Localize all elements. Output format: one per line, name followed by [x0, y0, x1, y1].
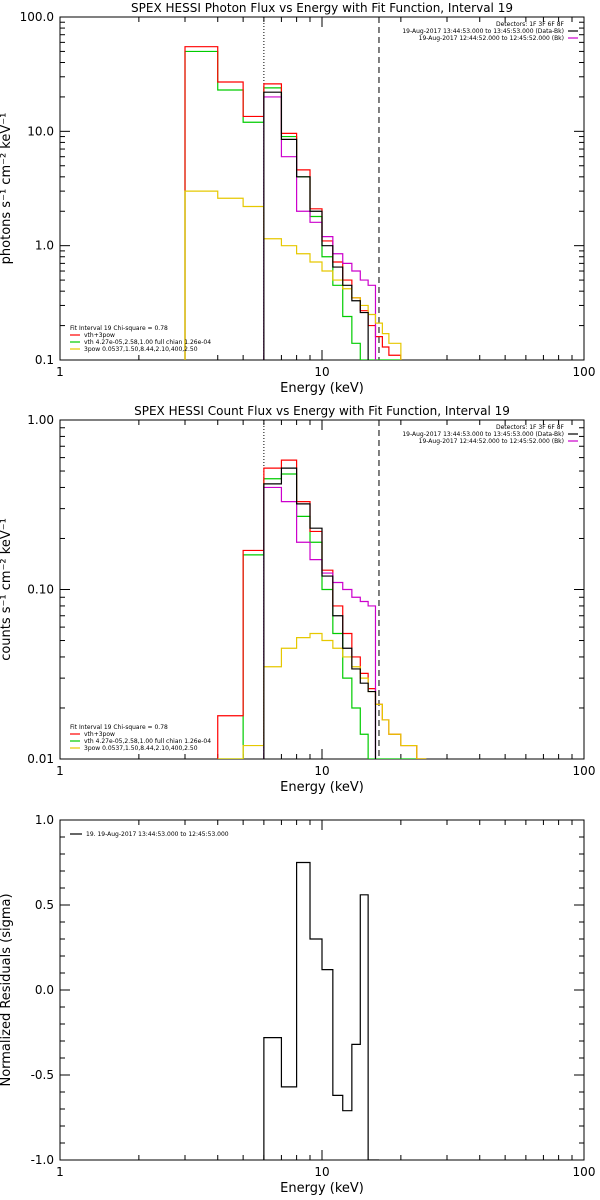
x-tick-label: 1	[56, 764, 64, 778]
series-group	[217, 459, 427, 759]
fit-legend-text: Fit Interval 19 Chi-square = 0.78	[70, 724, 168, 731]
y-tick-label: 0.01	[27, 752, 54, 766]
fit-legend-text: vth+3pow	[84, 731, 115, 738]
fit-legend-text: vth 4.27e-05,2.58,1.00 full chian 1.26e-…	[84, 738, 211, 745]
y-tick-label: 0.5	[35, 898, 54, 912]
fit-legend-text: vth 4.27e-05,2.58,1.00 full chian 1.26e-…	[84, 339, 211, 346]
plot-frame	[59, 16, 585, 361]
series-line-2	[217, 459, 427, 759]
y-tick-label: 0.10	[27, 583, 54, 597]
y-tick-label: -0.5	[31, 1068, 54, 1082]
chart-panel-3: 1 10 100 -1.0 -0.5 0.0 0.5 1.0 Energy (keV) Norma…	[0, 813, 595, 1196]
x-tick-label: 10	[314, 764, 329, 778]
x-tick-label: 100	[573, 1165, 596, 1179]
fit-legend-text: Fit Interval 19 Chi-square = 0.78	[70, 325, 168, 332]
plot-frame	[59, 819, 585, 1161]
x-axis-label: Energy (keV)	[280, 381, 364, 396]
y-axis-label: photons s⁻¹ cm⁻² keV⁻¹	[0, 113, 14, 265]
y-axis-label: Normalized Residuals (sigma)	[0, 893, 14, 1086]
info-text-line: 19-Aug-2017 13:44:53.000 to 13:45:53.000…	[402, 28, 564, 35]
info-text-line: Detectors: 1F 3F 6F 8F	[496, 424, 565, 431]
info-text-line: 19-Aug-2017 13:44:53.000 to 13:45:53.000…	[402, 431, 564, 438]
y-tick-label: 0.0	[35, 983, 54, 997]
chart-panel-2: SPEX HESSI Count Flux vs Energy with Fit…	[0, 404, 595, 795]
series-line-5	[263, 467, 377, 759]
x-axis-label: Energy (keV)	[280, 780, 364, 795]
x-tick-label: 1	[56, 365, 64, 379]
y-tick-label: 1.0	[35, 239, 54, 253]
x-tick-label: 100	[573, 365, 596, 379]
series-line-4	[184, 190, 402, 360]
fit-legend-text: vth+3pow	[84, 332, 115, 339]
y-tick-label: 1.00	[27, 413, 54, 427]
x-tick-label: 100	[573, 764, 596, 778]
series-group	[263, 861, 379, 1160]
series-line-1	[263, 861, 379, 1160]
fit-legend-text: 3pow 0.0537,1.50,8.44,2.10,400,2.50	[84, 745, 198, 752]
x-axis-label: Energy (keV)	[280, 1181, 364, 1196]
chart-title: SPEX HESSI Photon Flux vs Energy with Fi…	[131, 1, 513, 15]
series-line-3	[263, 96, 377, 360]
series-group	[184, 46, 402, 360]
info-text-line: 19-Aug-2017 12:44:52.000 to 12:45:52.000…	[419, 35, 564, 42]
series-line-1	[184, 50, 401, 360]
chart-panel-1: SPEX HESSI Photon Flux vs Energy with Fi…	[0, 1, 595, 396]
chart-title: SPEX HESSI Count Flux vs Energy with Fit…	[134, 404, 510, 418]
series-line-5	[263, 91, 369, 360]
series-line-1	[217, 473, 427, 759]
legend-text: 19. 19-Aug-2017 13:44:53.000 to 12:45:53…	[86, 831, 229, 838]
info-text-line: Detectors: 1F 3F 6F 8F	[496, 21, 565, 28]
y-axis-label: counts s⁻¹ cm⁻² keV⁻¹	[0, 518, 14, 661]
y-tick-label: -1.0	[31, 1153, 54, 1167]
x-tick-label: 10	[314, 1165, 329, 1179]
info-text-line: 19-Aug-2017 12:44:52.000 to 12:45:52.000…	[419, 438, 564, 445]
series-line-4	[217, 632, 427, 759]
y-tick-label: 0.1	[35, 353, 54, 367]
y-tick-label: 10.0	[27, 124, 54, 138]
y-tick-label: 1.0	[35, 813, 54, 827]
x-tick-label: 10	[314, 365, 329, 379]
y-tick-label: 100.0	[20, 10, 54, 24]
x-tick-label: 1	[56, 1165, 64, 1179]
fit-legend-text: 3pow 0.0537,1.50,8.44,2.10,400,2.50	[84, 346, 198, 353]
